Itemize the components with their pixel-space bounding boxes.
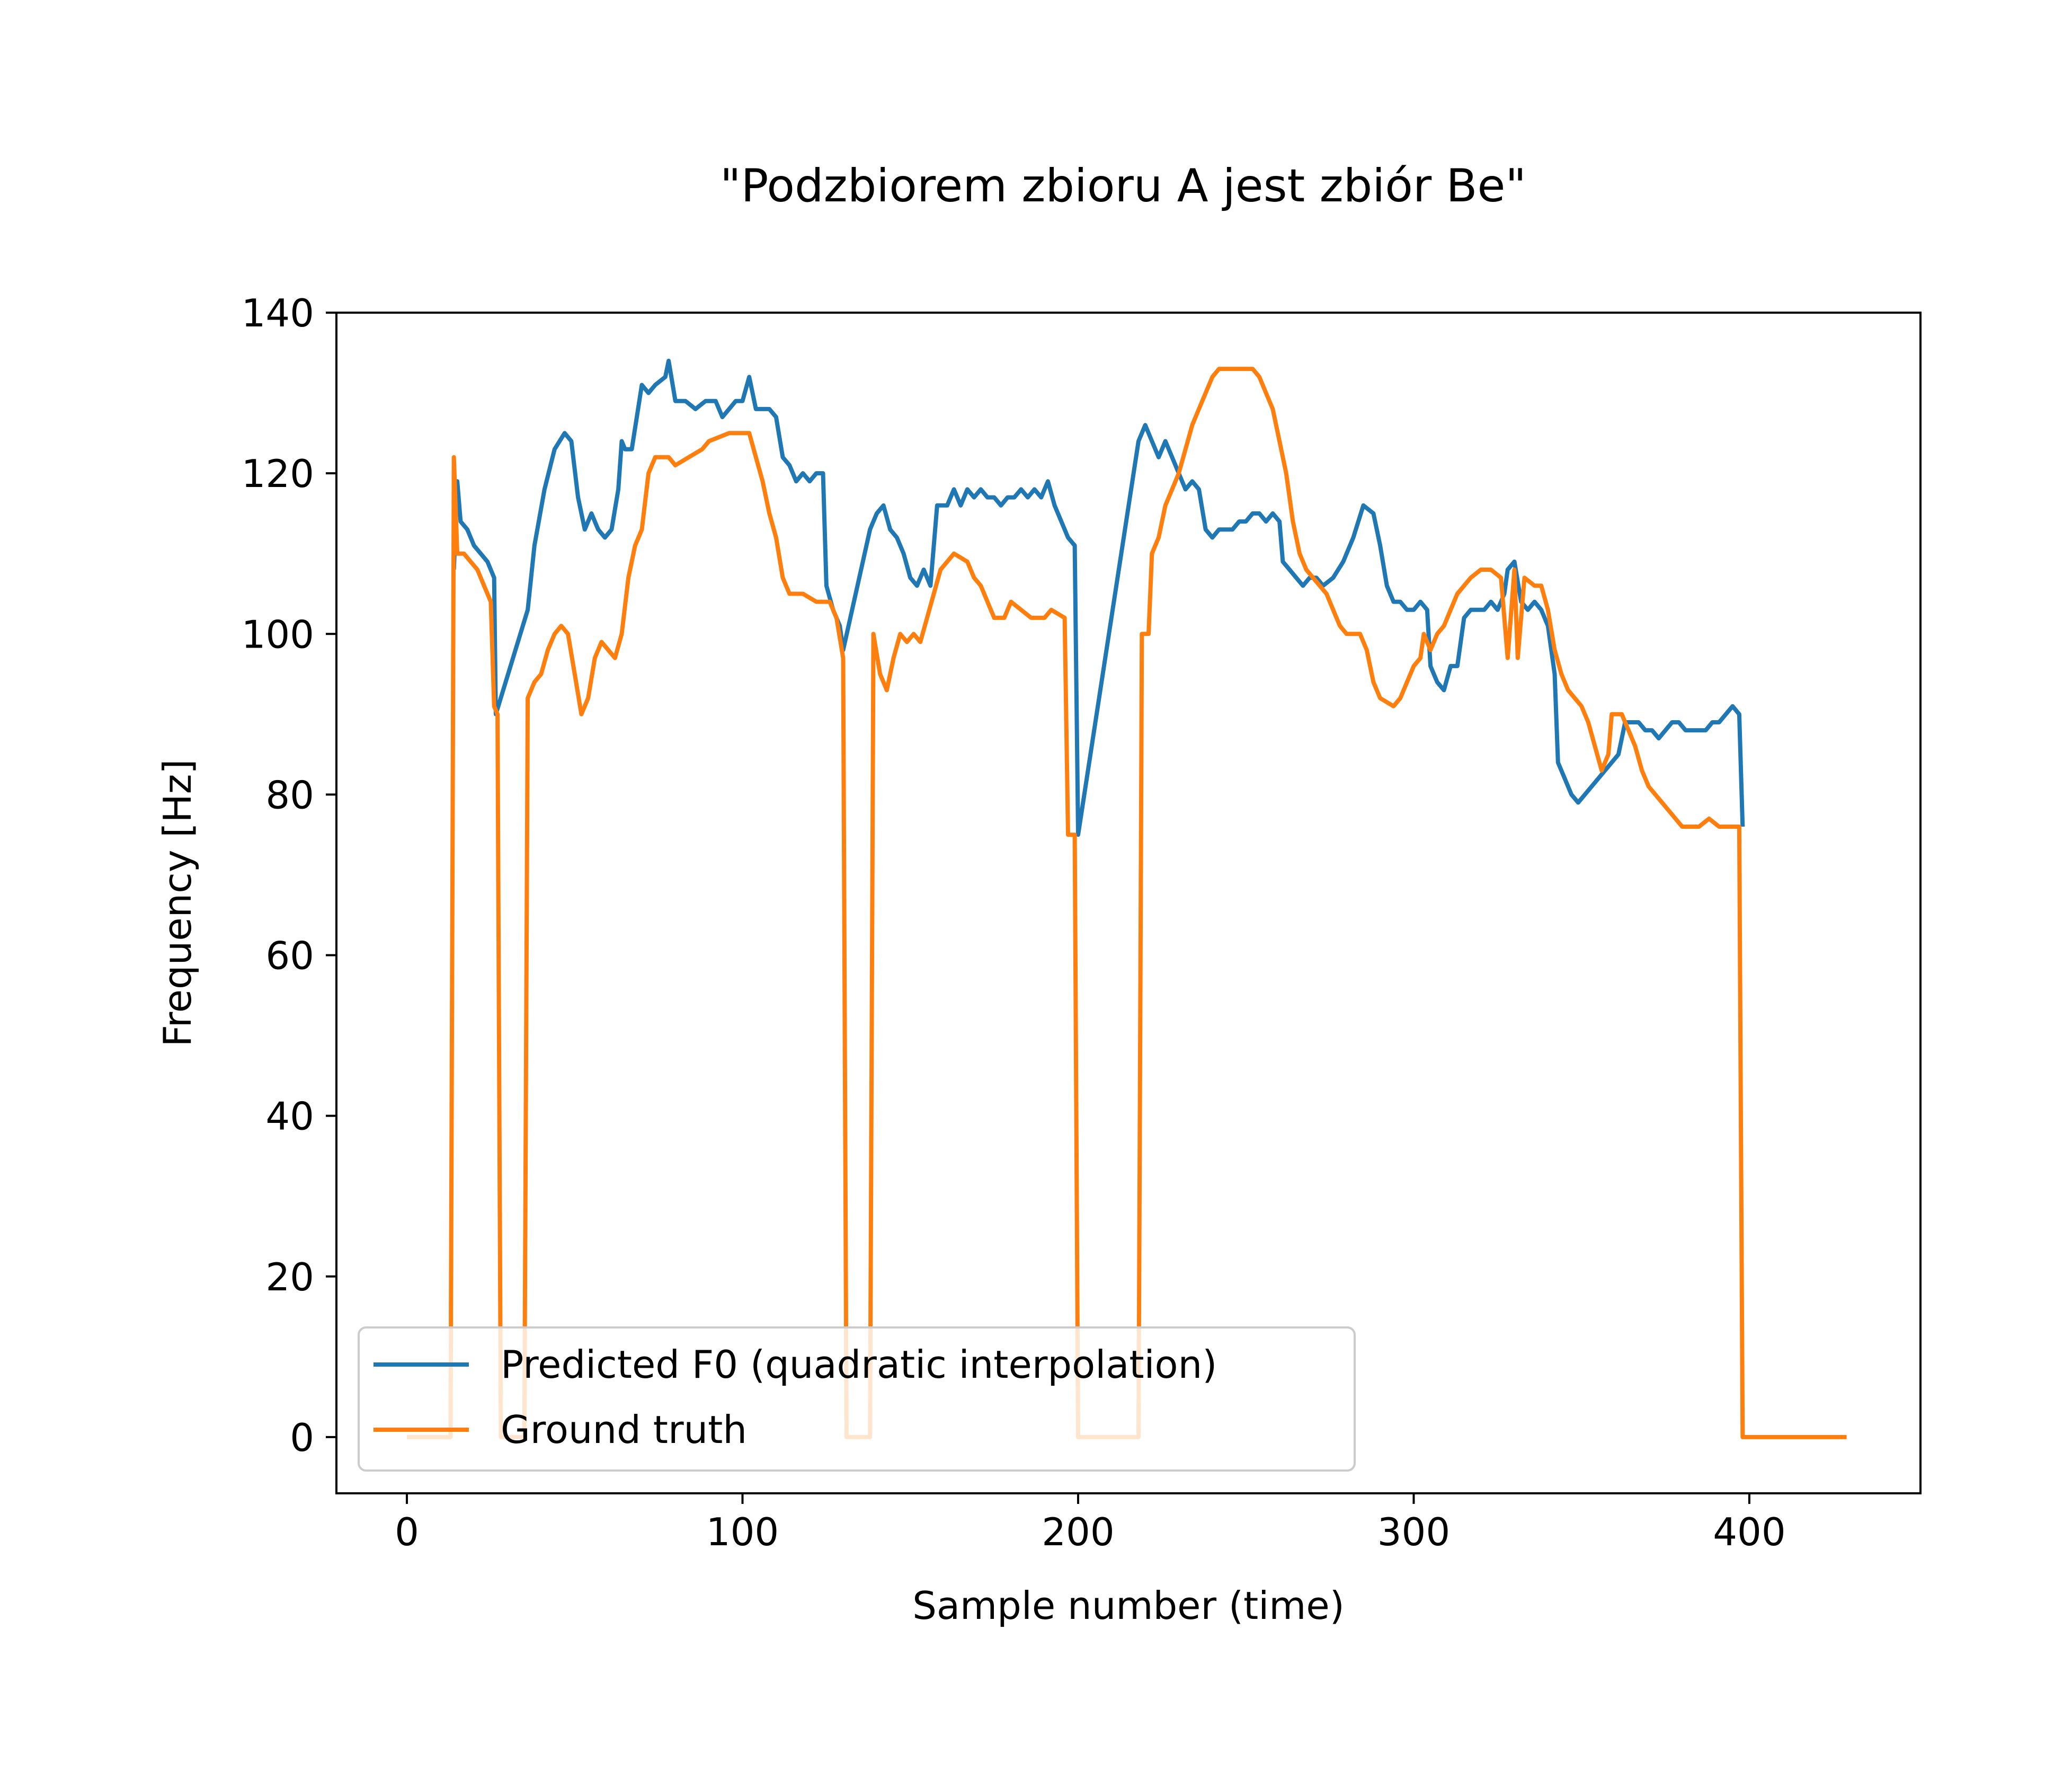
plot-frame: [335, 312, 1922, 1494]
series-line-1: [407, 367, 1847, 1439]
x-tick-label: 100: [706, 1510, 779, 1554]
x-axis: 0 100 200 300 400: [395, 1493, 1786, 1554]
x-tick-label: 400: [1713, 1510, 1785, 1554]
y-axis-label: Frequency [Hz]: [155, 759, 200, 1047]
legend: Predicted F0 (quadratic interpolation) G…: [358, 1326, 1356, 1472]
series-layer: [407, 358, 1847, 1439]
y-tick-label: 60: [265, 934, 314, 978]
legend-label-ground-truth: Ground truth: [501, 1407, 747, 1452]
x-tick-label: 200: [1042, 1510, 1114, 1554]
y-tick-label: 100: [242, 612, 314, 657]
y-tick-label: 40: [265, 1094, 314, 1139]
y-tick-label: 140: [242, 291, 314, 335]
plot-area: [335, 312, 1922, 1494]
y-tick-label: 120: [242, 451, 314, 496]
x-tick-label: 300: [1377, 1510, 1450, 1554]
legend-label-predicted: Predicted F0 (quadratic interpolation): [501, 1342, 1217, 1387]
legend-box: [358, 1326, 1356, 1472]
y-tick-label: 80: [265, 773, 314, 817]
y-tick-label: 20: [265, 1255, 314, 1299]
x-axis-label: Sample number (time): [912, 1583, 1345, 1628]
y-axis: 0 20 40 60 80 100 120 140: [242, 291, 336, 1460]
chart-title: "Podzbiorem zbioru A jest zbiór Be": [720, 160, 1526, 212]
x-tick-label: 0: [395, 1510, 419, 1554]
y-tick-label: 0: [290, 1415, 314, 1460]
series-line-0: [451, 358, 1745, 837]
